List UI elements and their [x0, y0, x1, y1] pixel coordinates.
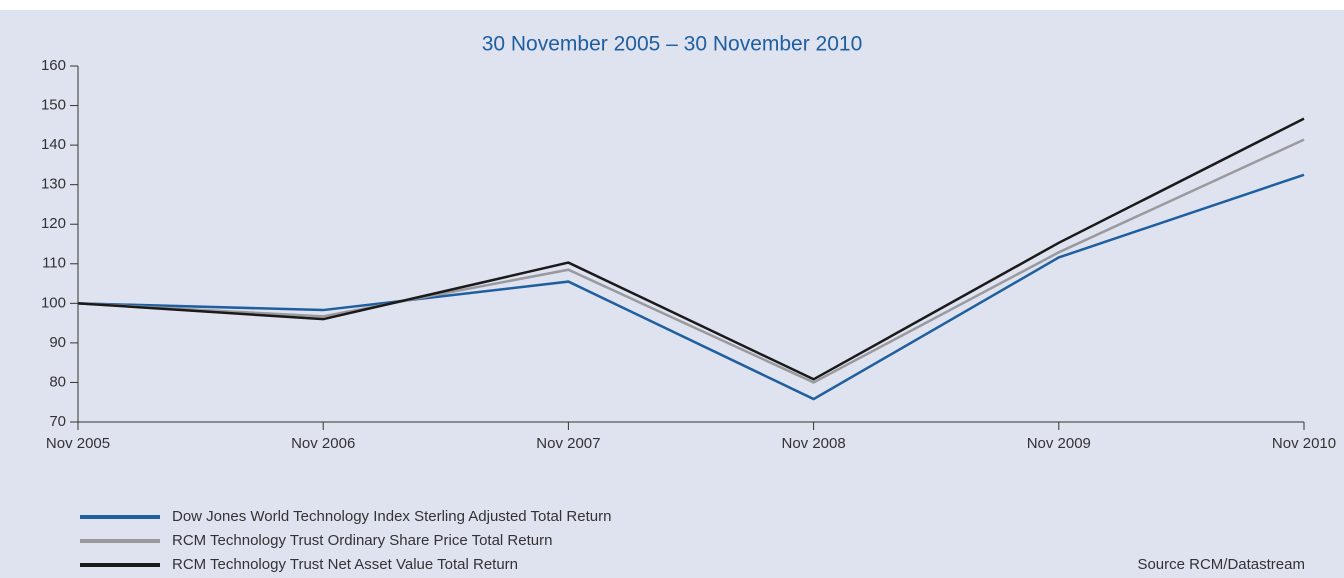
x-tick-label: Nov 2010 — [1272, 435, 1336, 452]
legend-label: Dow Jones World Technology Index Sterlin… — [172, 508, 611, 525]
x-tick-label: Nov 2005 — [46, 435, 110, 452]
y-tick-label: 160 — [41, 57, 66, 74]
series-line — [77, 117, 1305, 381]
panel — [0, 10, 1344, 578]
chart-subtitle: 30 November 2005 – 30 November 2010 — [482, 33, 863, 56]
legend-label: RCM Technology Trust Ordinary Share Pric… — [172, 532, 552, 549]
x-tick-label: Nov 2009 — [1027, 435, 1091, 452]
series-line — [77, 138, 1305, 384]
x-tick-label: Nov 2007 — [536, 435, 600, 452]
source: Source RCM/Datastream — [1137, 556, 1305, 573]
legend-label: RCM Technology Trust Net Asset Value Tot… — [172, 556, 518, 573]
y-tick-label: 110 — [42, 255, 66, 272]
x-tick-label: Nov 2008 — [781, 435, 845, 452]
y-tick-label: 90 — [49, 334, 66, 351]
y-tick-label: 100 — [41, 294, 66, 311]
y-tick-label: 140 — [41, 136, 66, 153]
x-tick-label: Nov 2006 — [291, 435, 355, 452]
y-tick-label: 120 — [41, 215, 66, 232]
y-tick-label: 70 — [49, 413, 66, 430]
series-line — [77, 173, 1305, 401]
y-tick-label: 80 — [49, 373, 66, 390]
y-tick-label: 150 — [41, 97, 66, 114]
y-tick-label: 130 — [41, 176, 66, 193]
